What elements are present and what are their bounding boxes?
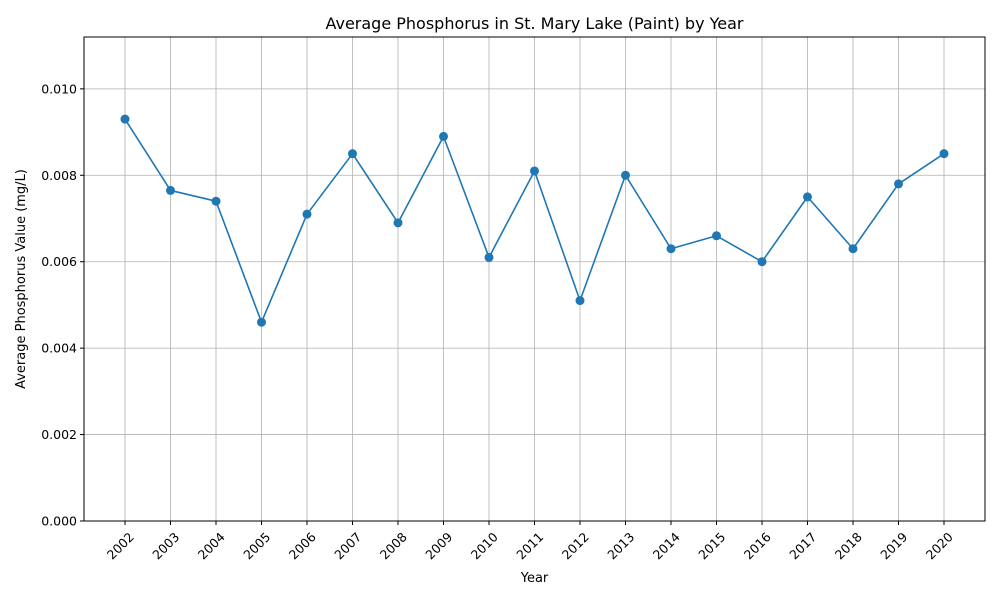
data-point	[302, 209, 312, 219]
x-tick-label: 2003	[149, 529, 182, 562]
y-axis-ticks: 0.000 0.002 0.004 0.006 0.008 0.010	[41, 81, 84, 529]
chart-title: Average Phosphorus in St. Mary Lake (Pai…	[325, 14, 743, 33]
data-point	[439, 131, 448, 141]
y-tick-label: 0.004	[41, 341, 77, 356]
x-tick-label: 2011	[513, 529, 546, 562]
x-tick-label: 2019	[877, 529, 910, 562]
x-tick-label: 2014	[650, 529, 683, 562]
data-point	[166, 185, 175, 195]
x-axis-label: Year	[520, 571, 549, 586]
data-point	[530, 166, 539, 176]
data-point	[348, 149, 357, 159]
y-tick-label: 0.000	[41, 514, 77, 529]
x-tick-label: 2012	[559, 529, 592, 562]
x-tick-label: 2004	[195, 529, 228, 562]
data-point	[939, 149, 949, 159]
data-point	[666, 244, 676, 254]
data-point	[621, 170, 630, 180]
y-tick-label: 0.006	[41, 254, 77, 269]
data-point	[848, 244, 858, 254]
data-point	[894, 179, 903, 189]
x-tick-label: 2007	[331, 529, 364, 562]
y-tick-label: 0.010	[41, 81, 77, 96]
grid	[84, 37, 985, 522]
data-point	[211, 196, 221, 206]
data-point	[484, 252, 494, 262]
x-tick-label: 2016	[741, 529, 774, 562]
y-tick-label: 0.008	[41, 168, 77, 183]
data-point	[757, 257, 767, 267]
x-tick-label: 2006	[286, 529, 319, 562]
x-tick-label: 2002	[104, 529, 137, 562]
x-tick-label: 2009	[422, 529, 455, 562]
x-tick-label: 2017	[786, 529, 819, 562]
y-tick-label: 0.002	[41, 427, 77, 442]
data-point	[257, 317, 266, 327]
data-point	[712, 231, 721, 241]
y-axis-label: Average Phosphorus Value (mg/L)	[14, 169, 29, 389]
x-tick-label: 2015	[695, 529, 728, 562]
x-tick-label: 2010	[468, 529, 501, 562]
series-layer	[120, 114, 949, 327]
data-point	[393, 218, 403, 228]
data-point	[120, 114, 130, 124]
x-tick-label: 2013	[604, 529, 637, 562]
x-tick-label: 2008	[377, 529, 410, 562]
data-point	[575, 296, 585, 306]
x-tick-label: 2018	[832, 529, 865, 562]
x-tick-label: 2020	[923, 529, 956, 562]
data-point	[803, 192, 812, 202]
x-tick-label: 2005	[240, 529, 273, 562]
x-axis-ticks: 2002 2003 2004 2005 2006 2007 2008 2009 2010 2011…	[104, 521, 956, 562]
